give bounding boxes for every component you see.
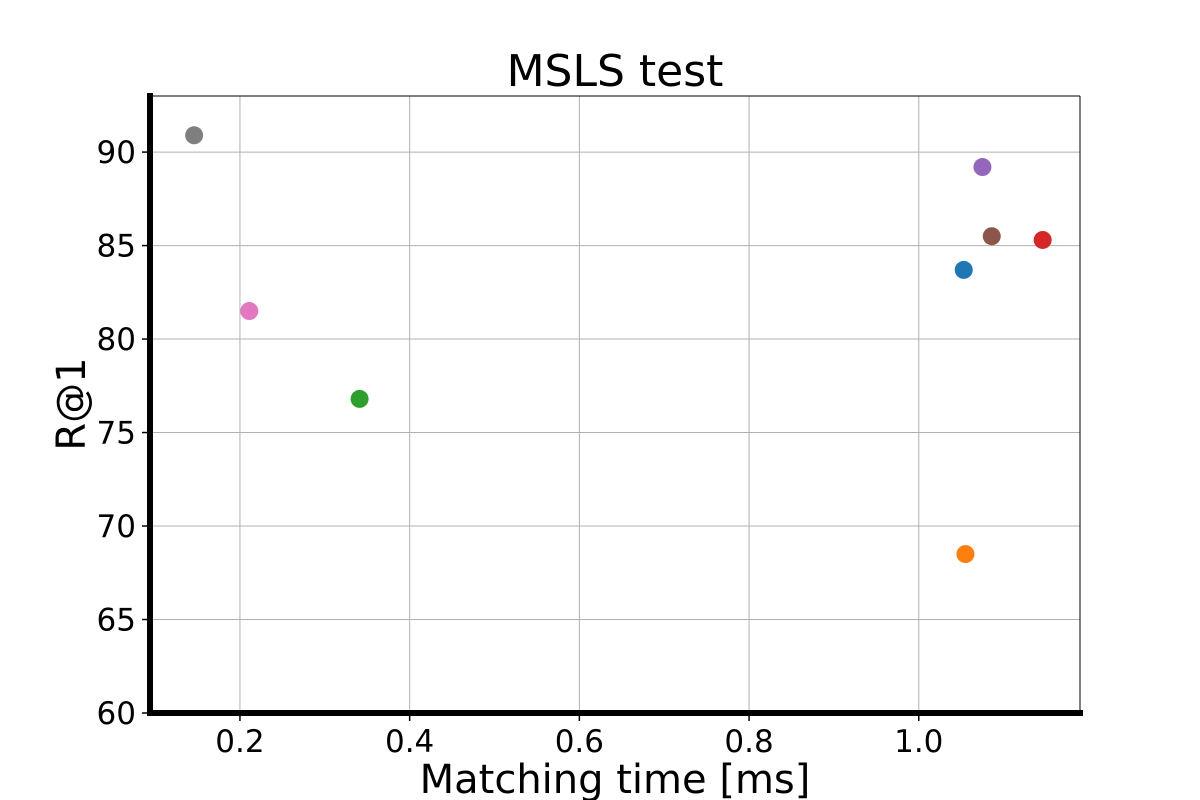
data-point xyxy=(185,126,204,145)
data-point xyxy=(1033,230,1052,249)
plot-background xyxy=(150,96,1080,713)
y-tick-label: 65 xyxy=(97,603,136,639)
x-tick-label: 0.4 xyxy=(385,724,434,760)
y-axis-title: R@1 xyxy=(49,357,95,450)
x-tick-label: 1.0 xyxy=(894,724,943,760)
x-tick-label: 0.8 xyxy=(724,724,773,760)
data-point xyxy=(956,545,975,564)
data-point xyxy=(982,227,1001,246)
y-tick-label: 85 xyxy=(97,229,136,265)
data-point xyxy=(350,389,369,408)
x-axis-title: Matching time [ms] xyxy=(420,757,811,800)
x-ticks: 0.2 0.4 0.6 0.8 1.0 xyxy=(215,713,943,760)
y-tick-label: 60 xyxy=(97,696,136,732)
chart-title: MSLS test xyxy=(507,46,724,97)
x-tick-label: 0.6 xyxy=(555,724,604,760)
y-tick-label: 90 xyxy=(97,135,136,171)
y-ticks: 60 65 70 75 80 85 90 xyxy=(97,135,150,732)
data-point xyxy=(240,302,259,321)
y-tick-label: 75 xyxy=(97,416,136,452)
data-point xyxy=(973,158,992,177)
data-points xyxy=(185,126,1052,564)
y-tick-label: 70 xyxy=(97,509,136,545)
y-tick-label: 80 xyxy=(97,322,136,358)
data-point xyxy=(954,260,973,279)
x-tick-label: 0.2 xyxy=(215,724,264,760)
